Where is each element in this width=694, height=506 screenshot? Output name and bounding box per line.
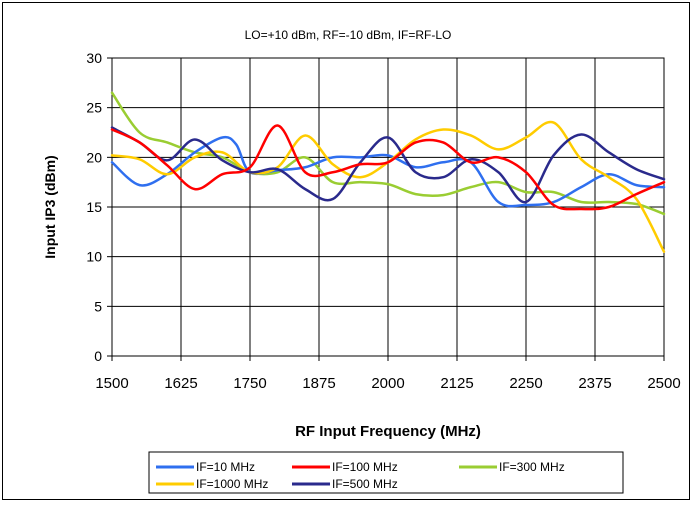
x-tick-label: 2375	[578, 375, 611, 392]
y-tick-label: 0	[94, 348, 102, 364]
legend-label: IF=10 MHz	[196, 460, 255, 474]
x-axis: 1500 1625 1750 1875 2000 2125 2250 2375 2500	[95, 356, 681, 392]
y-axis-label: Input IP3 (dBm)	[42, 155, 58, 258]
line-chart: LO=+10 dBm, RF=-10 dBm, IF=RF-LO 0 5 10 15 2…	[42, 28, 681, 494]
x-tick-label: 1500	[95, 375, 128, 392]
series-line-if-10-mhz	[110, 135, 666, 208]
series-line-if-500-mhz	[110, 126, 666, 204]
legend-box	[148, 451, 624, 494]
legend-label: IF=1000 MHz	[196, 477, 268, 491]
x-tick-label: 2250	[509, 375, 542, 392]
x-tick-label: 1875	[302, 375, 335, 392]
x-tick-label: 2125	[440, 375, 473, 392]
grid-lines	[111, 57, 665, 357]
legend-label: IF=100 MHz	[332, 460, 398, 474]
y-tick-label: 15	[86, 199, 102, 215]
series-line-if-100-mhz	[110, 124, 666, 211]
series-lines	[110, 91, 666, 253]
x-axis-label: RF Input Frequency (MHz)	[295, 423, 481, 440]
legend-label: IF=500 MHz	[332, 477, 398, 491]
x-tick-label: 2500	[647, 375, 680, 392]
chart-frame: LO=+10 dBm, RF=-10 dBm, IF=RF-LO 0 5 10 15 2…	[2, 2, 690, 500]
y-tick-label: 20	[86, 149, 102, 165]
x-tick-label: 1750	[233, 375, 266, 392]
y-tick-label: 30	[86, 50, 102, 66]
x-tick-label: 2000	[371, 375, 404, 392]
legend-label: IF=300 MHz	[499, 460, 565, 474]
chart-title: LO=+10 dBm, RF=-10 dBm, IF=RF-LO	[245, 28, 452, 42]
y-tick-label: 25	[86, 100, 102, 116]
x-tick-label: 1625	[164, 375, 197, 392]
y-axis: 0 5 10 15 20 25 30	[86, 50, 112, 364]
y-tick-label: 5	[94, 298, 102, 314]
y-tick-label: 10	[86, 249, 102, 265]
legend: IF=10 MHz IF=100 MHz IF=300 MHz IF=1000 MHz…	[156, 460, 565, 491]
